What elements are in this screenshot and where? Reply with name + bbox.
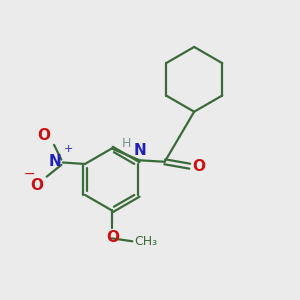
Text: N: N bbox=[133, 143, 146, 158]
Text: +: + bbox=[64, 144, 73, 154]
Text: −: − bbox=[24, 167, 35, 181]
Text: H: H bbox=[122, 137, 131, 150]
Text: O: O bbox=[192, 159, 205, 174]
Text: N: N bbox=[49, 154, 62, 169]
Text: CH₃: CH₃ bbox=[135, 235, 158, 248]
Text: O: O bbox=[31, 178, 44, 193]
Text: O: O bbox=[38, 128, 50, 143]
Text: O: O bbox=[106, 230, 119, 245]
